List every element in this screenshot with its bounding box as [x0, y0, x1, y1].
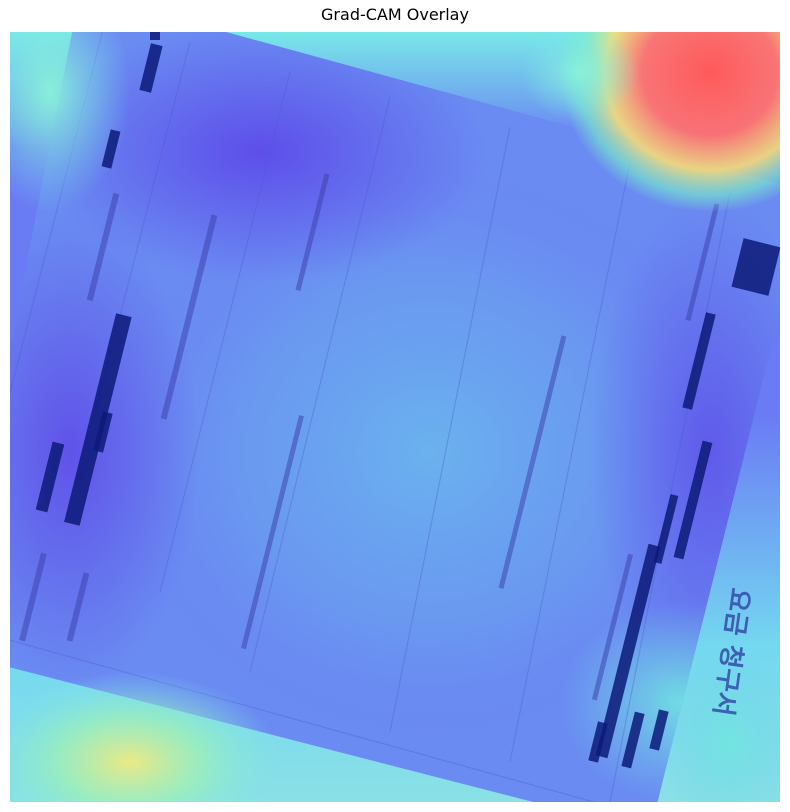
heat-region-center: [100, 152, 760, 752]
document-text-fragments: [19, 173, 720, 701]
redaction-bars: [35, 32, 780, 769]
heat-region-corner-bottom-right: [660, 652, 780, 802]
figure-title: Grad-CAM Overlay: [321, 5, 469, 24]
gradcam-overlay-svg: 요금 청구서: [10, 32, 780, 802]
gradcam-overlay-image: 요금 청구서: [10, 32, 780, 802]
heat-region-top-mid: [520, 32, 640, 122]
heat-hotspot-bottom-left: [10, 672, 280, 802]
heat-region-left: [10, 212, 200, 692]
heat-hotspot-top-left: [10, 32, 130, 212]
